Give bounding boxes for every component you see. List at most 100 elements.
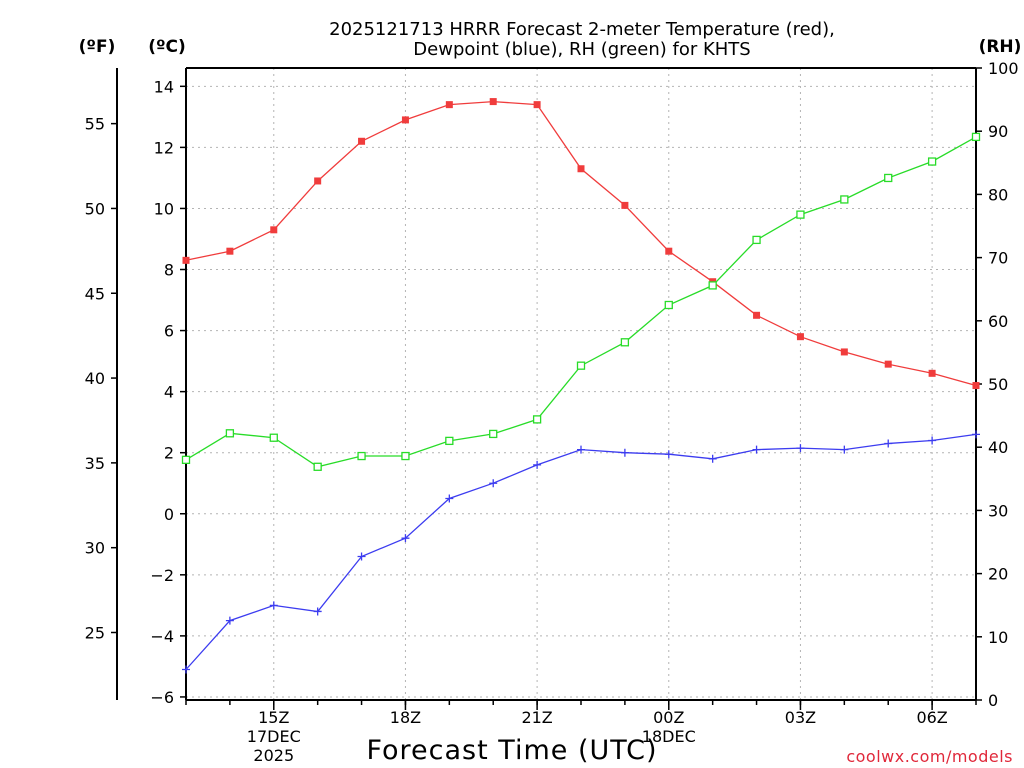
dewpoint-point: [928, 436, 937, 445]
temperature-point: [182, 256, 190, 264]
rh-tick-label: 70: [988, 249, 1008, 268]
temperature-point: [401, 116, 409, 124]
temperature-point: [840, 348, 848, 356]
x-tick-date-label: 18DEC: [642, 727, 696, 746]
x-tick-label: 21Z: [521, 708, 552, 727]
rh-point: [401, 451, 410, 461]
temperature-point: [577, 165, 585, 173]
rh-point: [181, 455, 191, 464]
rh-unit-label: (RH): [979, 37, 1022, 57]
celsius-tick-label: −2: [150, 566, 174, 585]
rh-tick-label: 20: [988, 565, 1008, 584]
rh-point: [269, 433, 278, 442]
rh-point: [664, 300, 673, 310]
temperature-point: [226, 247, 234, 255]
rh-tick-label: 0: [988, 691, 998, 710]
temperature-point: [972, 382, 980, 390]
dewpoint-point: [357, 552, 366, 561]
dewpoint-point: [708, 454, 717, 463]
fahrenheit-tick-label: 35: [85, 454, 105, 473]
temperature-point: [489, 98, 497, 106]
dewpoint-point: [533, 460, 542, 469]
x-tick-date-label: 17DEC: [247, 727, 301, 746]
dewpoint-point: [972, 430, 980, 439]
dewpoint-point: [401, 534, 410, 543]
dewpoint-point: [840, 445, 849, 454]
rh-tick-label: 100: [988, 59, 1019, 78]
rh-point: [927, 157, 937, 166]
chart-title-line-1: 2025121713 HRRR Forecast 2-meter Tempera…: [329, 19, 835, 40]
rh-point: [884, 173, 893, 183]
temperature-point: [753, 311, 761, 319]
celsius-tick-label: 2: [164, 444, 174, 463]
celsius-tick-label: −6: [150, 688, 174, 707]
temperature-point: [621, 201, 629, 209]
rh-tick-label: 90: [988, 122, 1008, 141]
celsius-tick-label: 6: [164, 322, 174, 341]
dewpoint-point: [445, 494, 454, 503]
celsius-unit-label: (ºC): [148, 37, 186, 57]
x-tick-label: 18Z: [390, 708, 421, 727]
temperature-point: [314, 177, 322, 185]
fahrenheit-tick-label: 55: [85, 115, 105, 134]
rh-point: [532, 415, 542, 424]
dewpoint-point: [182, 665, 190, 674]
fahrenheit-tick-label: 45: [85, 284, 105, 303]
rh-line: [185, 136, 977, 468]
dewpoint-point: [664, 450, 673, 459]
temperature-point: [884, 360, 892, 368]
axes: [116, 67, 977, 701]
rh-tick-label: 60: [988, 312, 1008, 331]
rh-series: [181, 132, 981, 471]
rh-tick-label: 40: [988, 438, 1008, 457]
rh-point: [576, 361, 586, 370]
dewpoint-line: [185, 433, 977, 670]
celsius-tick-label: 4: [164, 383, 174, 402]
x-tick-label: 03Z: [785, 708, 816, 727]
rh-tick-label: 30: [988, 501, 1008, 520]
x-tick-year-label: 2025: [253, 746, 294, 765]
rh-point: [971, 132, 981, 142]
dewpoint-point: [796, 444, 805, 453]
fahrenheit-unit-label: (ºF): [79, 37, 116, 57]
rh-tick-label: 10: [988, 628, 1008, 647]
x-tick-label: 15Z: [258, 708, 289, 727]
rh-point: [840, 195, 849, 204]
temperature-point: [796, 333, 804, 341]
grid-lines: [186, 68, 976, 700]
chart-title-line-2: Dewpoint (blue), RH (green) for KHTS: [413, 39, 750, 60]
rh-point: [620, 338, 630, 347]
fahrenheit-tick-label: 50: [85, 199, 105, 218]
dewpoint-point: [577, 445, 585, 454]
rh-point: [357, 451, 366, 461]
temperature-point: [928, 369, 936, 377]
celsius-tick-label: 14: [154, 77, 174, 96]
chart-title: 2025121713 HRRR Forecast 2-meter Tempera…: [329, 19, 835, 60]
data-series: [181, 98, 981, 674]
x-axis-label: Forecast Time (UTC): [366, 735, 657, 766]
celsius-tick-label: 12: [154, 138, 174, 157]
temperature-point: [445, 101, 453, 109]
fahrenheit-tick-label: 30: [85, 539, 105, 558]
rh-point: [225, 429, 235, 438]
temperature-point: [533, 101, 541, 109]
x-tick-label: 00Z: [653, 708, 684, 727]
rh-point: [752, 235, 761, 245]
rh-tick-label: 80: [988, 185, 1008, 204]
dewpoint-point: [489, 479, 498, 488]
celsius-tick-label: 8: [164, 261, 174, 280]
fahrenheit-tick-label: 25: [85, 623, 105, 642]
dewpoint-point: [752, 445, 761, 454]
dewpoint-point: [225, 616, 234, 625]
rh-point: [445, 436, 454, 446]
temperature-line: [185, 100, 977, 387]
fahrenheit-tick-label: 40: [85, 369, 105, 388]
rh-point: [489, 429, 498, 439]
watermark-text: coolwx.com/models: [846, 747, 1013, 766]
rh-point: [796, 210, 805, 219]
temperature-point: [665, 247, 673, 255]
celsius-tick-label: −4: [150, 627, 174, 646]
dewpoint-point: [269, 601, 278, 610]
temperature-series: [182, 98, 980, 390]
